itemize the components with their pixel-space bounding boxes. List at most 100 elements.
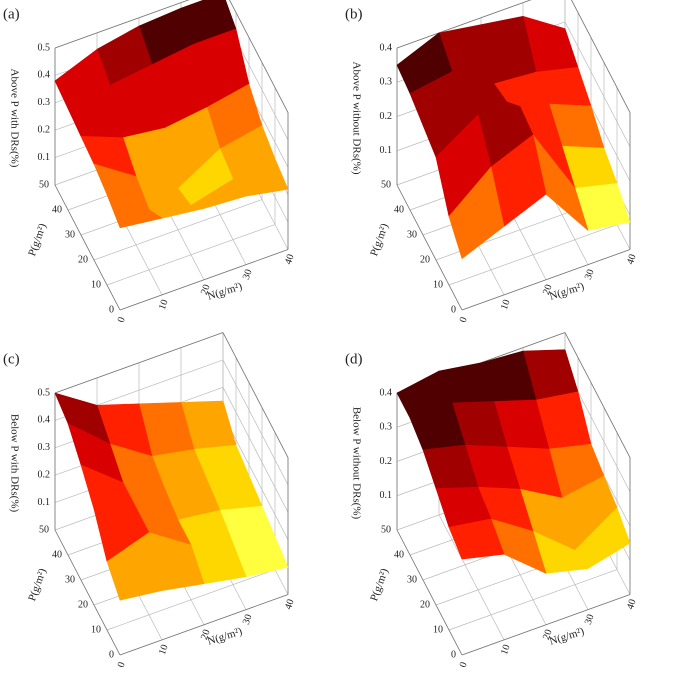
box-edge	[54, 0, 190, 49]
box-edge	[461, 594, 631, 656]
y-tick-label: 20	[78, 599, 88, 610]
box-edge	[229, 0, 289, 113]
x-tick-label: 20	[541, 283, 555, 296]
x-tick-label: 0	[116, 316, 128, 324]
x-tick-label: 30	[241, 268, 255, 281]
x-axis-label: N(g/m²)	[206, 625, 244, 648]
y-tick-label: 50	[381, 524, 391, 535]
z-tick-label: 0.2	[380, 456, 393, 467]
z-tick-label: 0.3	[380, 422, 393, 433]
z-tick-label: 0.4	[380, 42, 393, 53]
x-tick-label: 10	[157, 643, 171, 656]
x-tick-label: 40	[283, 253, 297, 266]
box-edge	[54, 184, 121, 311]
z-tick-label: 0.4	[38, 415, 51, 426]
y-tick-label: 50	[381, 179, 391, 190]
y-tick-label: 40	[394, 204, 404, 215]
y-tick-label: 0	[451, 304, 456, 315]
z-tick-label: 0.4	[38, 70, 51, 81]
y-tick-label: 20	[420, 254, 430, 265]
x-tick-label: 0	[458, 661, 470, 669]
x-tick-label: 20	[199, 283, 213, 296]
y-tick-label: 10	[91, 279, 101, 290]
grid-line	[222, 359, 289, 486]
y-tick-label: 10	[91, 624, 101, 635]
x-axis-label: N(g/m²)	[206, 280, 244, 303]
box-edge	[119, 594, 289, 656]
y-axis-label: P(g/m²)	[26, 567, 49, 603]
box-edge	[564, 332, 631, 458]
y-tick-label: 0	[109, 304, 114, 315]
x-tick-label: 0	[116, 661, 128, 669]
y-axis-label: P(g/m²)	[368, 222, 391, 258]
z-axis-label: Below P with DRs(%)	[8, 414, 20, 513]
y-tick-label: 30	[65, 574, 75, 585]
x-tick-label: 20	[199, 628, 213, 641]
box-edge	[54, 529, 121, 656]
grid-line	[106, 224, 276, 286]
y-tick-label: 30	[65, 229, 75, 240]
y-tick-label: 10	[433, 279, 443, 290]
panel: 0 10 20 30 40 0 10 20 30 40 50 0.1 0.2 0.3 0.4 (d) Below…	[345, 332, 639, 669]
box-edge	[54, 332, 224, 394]
panel-label: (b)	[345, 6, 363, 22]
x-axis-label: N(g/m²)	[548, 625, 586, 648]
x-tick-label: 20	[541, 628, 555, 641]
grid-line	[222, 387, 289, 513]
grid-line	[106, 569, 276, 631]
z-tick-label: 0.2	[380, 111, 393, 122]
panel: 0 10 20 30 40 0 10 20 30 40 50 0.1 0.2 0.3 0.4 0.5 (c) Be…	[3, 332, 297, 669]
y-tick-label: 30	[407, 229, 417, 240]
panel: 0 10 20 30 40 0 10 20 30 40 50 0.1 0.2 0.3 0.4 0.5 (a) Ab…	[3, 0, 297, 324]
panel-label: (d)	[345, 351, 363, 367]
z-tick-label: 0.2	[38, 124, 51, 135]
z-axis-label: Above P without DRs(%)	[350, 62, 362, 175]
box-edge	[396, 0, 532, 49]
z-axis-label: Below P without DRs(%)	[350, 407, 362, 520]
z-tick-label: 0.1	[380, 490, 393, 501]
box-edge	[396, 529, 463, 656]
panel: 0 10 20 30 40 0 10 20 30 40 50 0.1 0.2 0.3 0.4 (b) Above…	[345, 0, 639, 324]
z-tick-label: 0.1	[38, 152, 51, 163]
x-tick-label: 40	[625, 253, 639, 266]
y-tick-label: 10	[433, 624, 443, 635]
grid-line	[438, 514, 505, 641]
y-tick-label: 40	[394, 549, 404, 560]
y-tick-label: 0	[451, 649, 456, 660]
z-tick-label: 0.3	[38, 442, 51, 453]
y-tick-label: 30	[407, 574, 417, 585]
y-tick-label: 50	[39, 179, 49, 190]
box-edge	[571, 0, 631, 113]
z-tick-label: 0.5	[38, 387, 51, 398]
y-tick-label: 40	[52, 204, 62, 215]
z-tick-label: 0.2	[38, 469, 51, 480]
box-edge	[119, 249, 289, 311]
y-tick-label: 0	[109, 649, 114, 660]
y-tick-label: 50	[39, 524, 49, 535]
x-axis-label: N(g/m²)	[548, 280, 586, 303]
z-tick-label: 0.4	[380, 387, 393, 398]
z-tick-label: 0.5	[38, 42, 51, 53]
surface-patch	[448, 166, 505, 259]
box-edge	[222, 332, 289, 458]
surface-patch	[106, 532, 163, 601]
x-tick-label: 10	[499, 643, 513, 656]
grid-line	[93, 199, 263, 261]
x-tick-label: 40	[625, 598, 639, 611]
grid-line	[222, 414, 289, 540]
x-tick-label: 30	[241, 613, 255, 626]
z-tick-label: 0.1	[38, 497, 51, 508]
surface-patch	[106, 194, 163, 229]
x-tick-label: 10	[157, 298, 171, 311]
box-edge	[461, 249, 631, 311]
x-tick-label: 30	[583, 268, 597, 281]
z-tick-label: 0.1	[380, 145, 393, 156]
y-axis-label: P(g/m²)	[26, 222, 49, 258]
y-tick-label: 20	[78, 254, 88, 265]
grid-line	[564, 21, 631, 147]
panel-label: (c)	[3, 351, 20, 367]
grid-line	[448, 224, 618, 286]
x-tick-label: 30	[583, 613, 597, 626]
z-tick-label: 0.3	[380, 77, 393, 88]
x-tick-label: 0	[458, 316, 470, 324]
